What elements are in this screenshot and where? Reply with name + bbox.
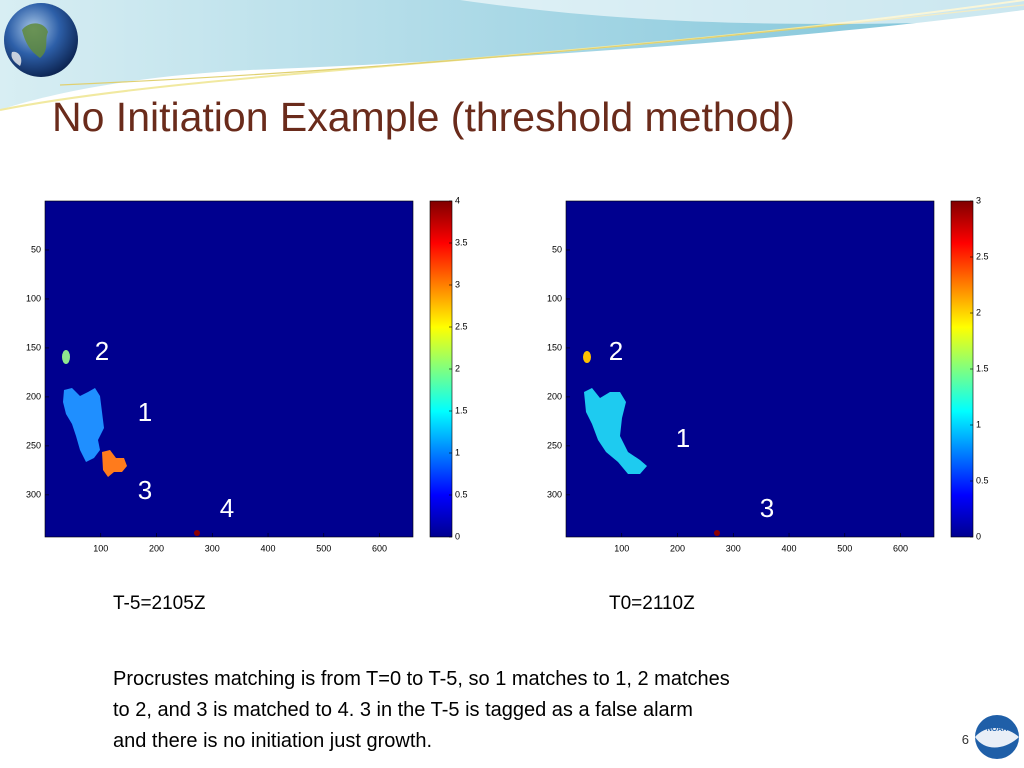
colorbar-tick-label: 2.5 bbox=[976, 251, 989, 261]
y-tick-label: 100 bbox=[547, 293, 562, 303]
colorbar-tick-label: 2 bbox=[976, 307, 981, 317]
x-tick-label: 100 bbox=[93, 543, 108, 553]
colorbar-tick-label: 0 bbox=[455, 531, 460, 541]
y-tick-label: 150 bbox=[547, 342, 562, 352]
cell-cluster bbox=[583, 351, 591, 363]
x-tick-label: 200 bbox=[670, 543, 685, 553]
colorbar-tick-label: 2 bbox=[455, 363, 460, 373]
x-tick-label: 600 bbox=[372, 543, 387, 553]
colorbar-tick-label: 4 bbox=[455, 195, 460, 205]
image-field bbox=[44, 200, 414, 538]
x-tick-label: 500 bbox=[837, 543, 852, 553]
y-tick-label: 100 bbox=[26, 293, 41, 303]
plot-panel: 100 200 300 400 500 600 50 100 150 200 250 300 0 0.5 1… bbox=[547, 195, 989, 614]
cell-cluster bbox=[714, 530, 720, 536]
colorbar-tick-label: 1.5 bbox=[976, 363, 989, 373]
y-tick-label: 50 bbox=[31, 244, 41, 254]
panel-caption: T0=2110Z bbox=[609, 593, 695, 614]
cell-cluster bbox=[584, 388, 647, 474]
x-tick-label: 300 bbox=[726, 543, 741, 553]
x-tick-label: 600 bbox=[893, 543, 908, 553]
y-tick-label: 50 bbox=[552, 244, 562, 254]
colorbar-tick-label: 1.5 bbox=[455, 405, 468, 415]
y-tick-label: 250 bbox=[547, 440, 562, 450]
body-text: and there is no initiation just growth. bbox=[113, 730, 432, 752]
colorbar-tick-label: 1 bbox=[455, 447, 460, 457]
svg-text:NOAA: NOAA bbox=[987, 726, 1008, 733]
colorbar-tick-label: 3 bbox=[976, 195, 981, 205]
colorbar-tick-label: 2.5 bbox=[455, 321, 468, 331]
colorbar bbox=[429, 200, 453, 538]
body-text: Procrustes matching is from T=0 to T-5, … bbox=[113, 668, 730, 690]
x-tick-label: 500 bbox=[316, 543, 331, 553]
cluster-label: 3 bbox=[138, 475, 152, 505]
y-tick-label: 200 bbox=[26, 391, 41, 401]
cell-cluster bbox=[102, 450, 127, 477]
cluster-label: 1 bbox=[676, 423, 690, 453]
cell-cluster bbox=[62, 350, 70, 364]
cluster-label: 3 bbox=[760, 493, 774, 523]
body-text: to 2, and 3 is matched to 4. 3 in the T-… bbox=[113, 699, 693, 721]
x-tick-label: 200 bbox=[149, 543, 164, 553]
noaa-logo: NOAA bbox=[975, 715, 1019, 759]
page-number: 6 bbox=[962, 732, 969, 747]
x-tick-label: 400 bbox=[782, 543, 797, 553]
colorbar-tick-label: 1 bbox=[976, 419, 981, 429]
cluster-label: 2 bbox=[95, 336, 109, 366]
cell-cluster bbox=[194, 530, 200, 536]
y-tick-label: 300 bbox=[26, 489, 41, 499]
x-tick-label: 100 bbox=[614, 543, 629, 553]
cluster-label: 2 bbox=[609, 336, 623, 366]
image-field bbox=[565, 200, 935, 538]
cell-cluster bbox=[63, 388, 104, 462]
colorbar-tick-label: 0 bbox=[976, 531, 981, 541]
plot-panel: 100 200 300 400 500 600 50 100 150 200 250 300 0 0.5 1… bbox=[26, 195, 468, 614]
colorbar-tick-label: 3 bbox=[455, 279, 460, 289]
colorbar-tick-label: 3.5 bbox=[455, 237, 468, 247]
y-tick-label: 150 bbox=[26, 342, 41, 352]
colorbar-tick-label: 0.5 bbox=[976, 475, 989, 485]
y-tick-label: 200 bbox=[547, 391, 562, 401]
y-tick-label: 300 bbox=[547, 489, 562, 499]
cluster-label: 1 bbox=[138, 397, 152, 427]
x-tick-label: 300 bbox=[205, 543, 220, 553]
header-decoration bbox=[0, 0, 1024, 111]
panel-caption: T-5=2105Z bbox=[113, 593, 206, 614]
cluster-label: 4 bbox=[220, 493, 234, 523]
x-tick-label: 400 bbox=[261, 543, 276, 553]
colorbar bbox=[950, 200, 974, 538]
slide-title: No Initiation Example (threshold method) bbox=[52, 94, 795, 140]
y-tick-label: 250 bbox=[26, 440, 41, 450]
colorbar-tick-label: 0.5 bbox=[455, 489, 468, 499]
